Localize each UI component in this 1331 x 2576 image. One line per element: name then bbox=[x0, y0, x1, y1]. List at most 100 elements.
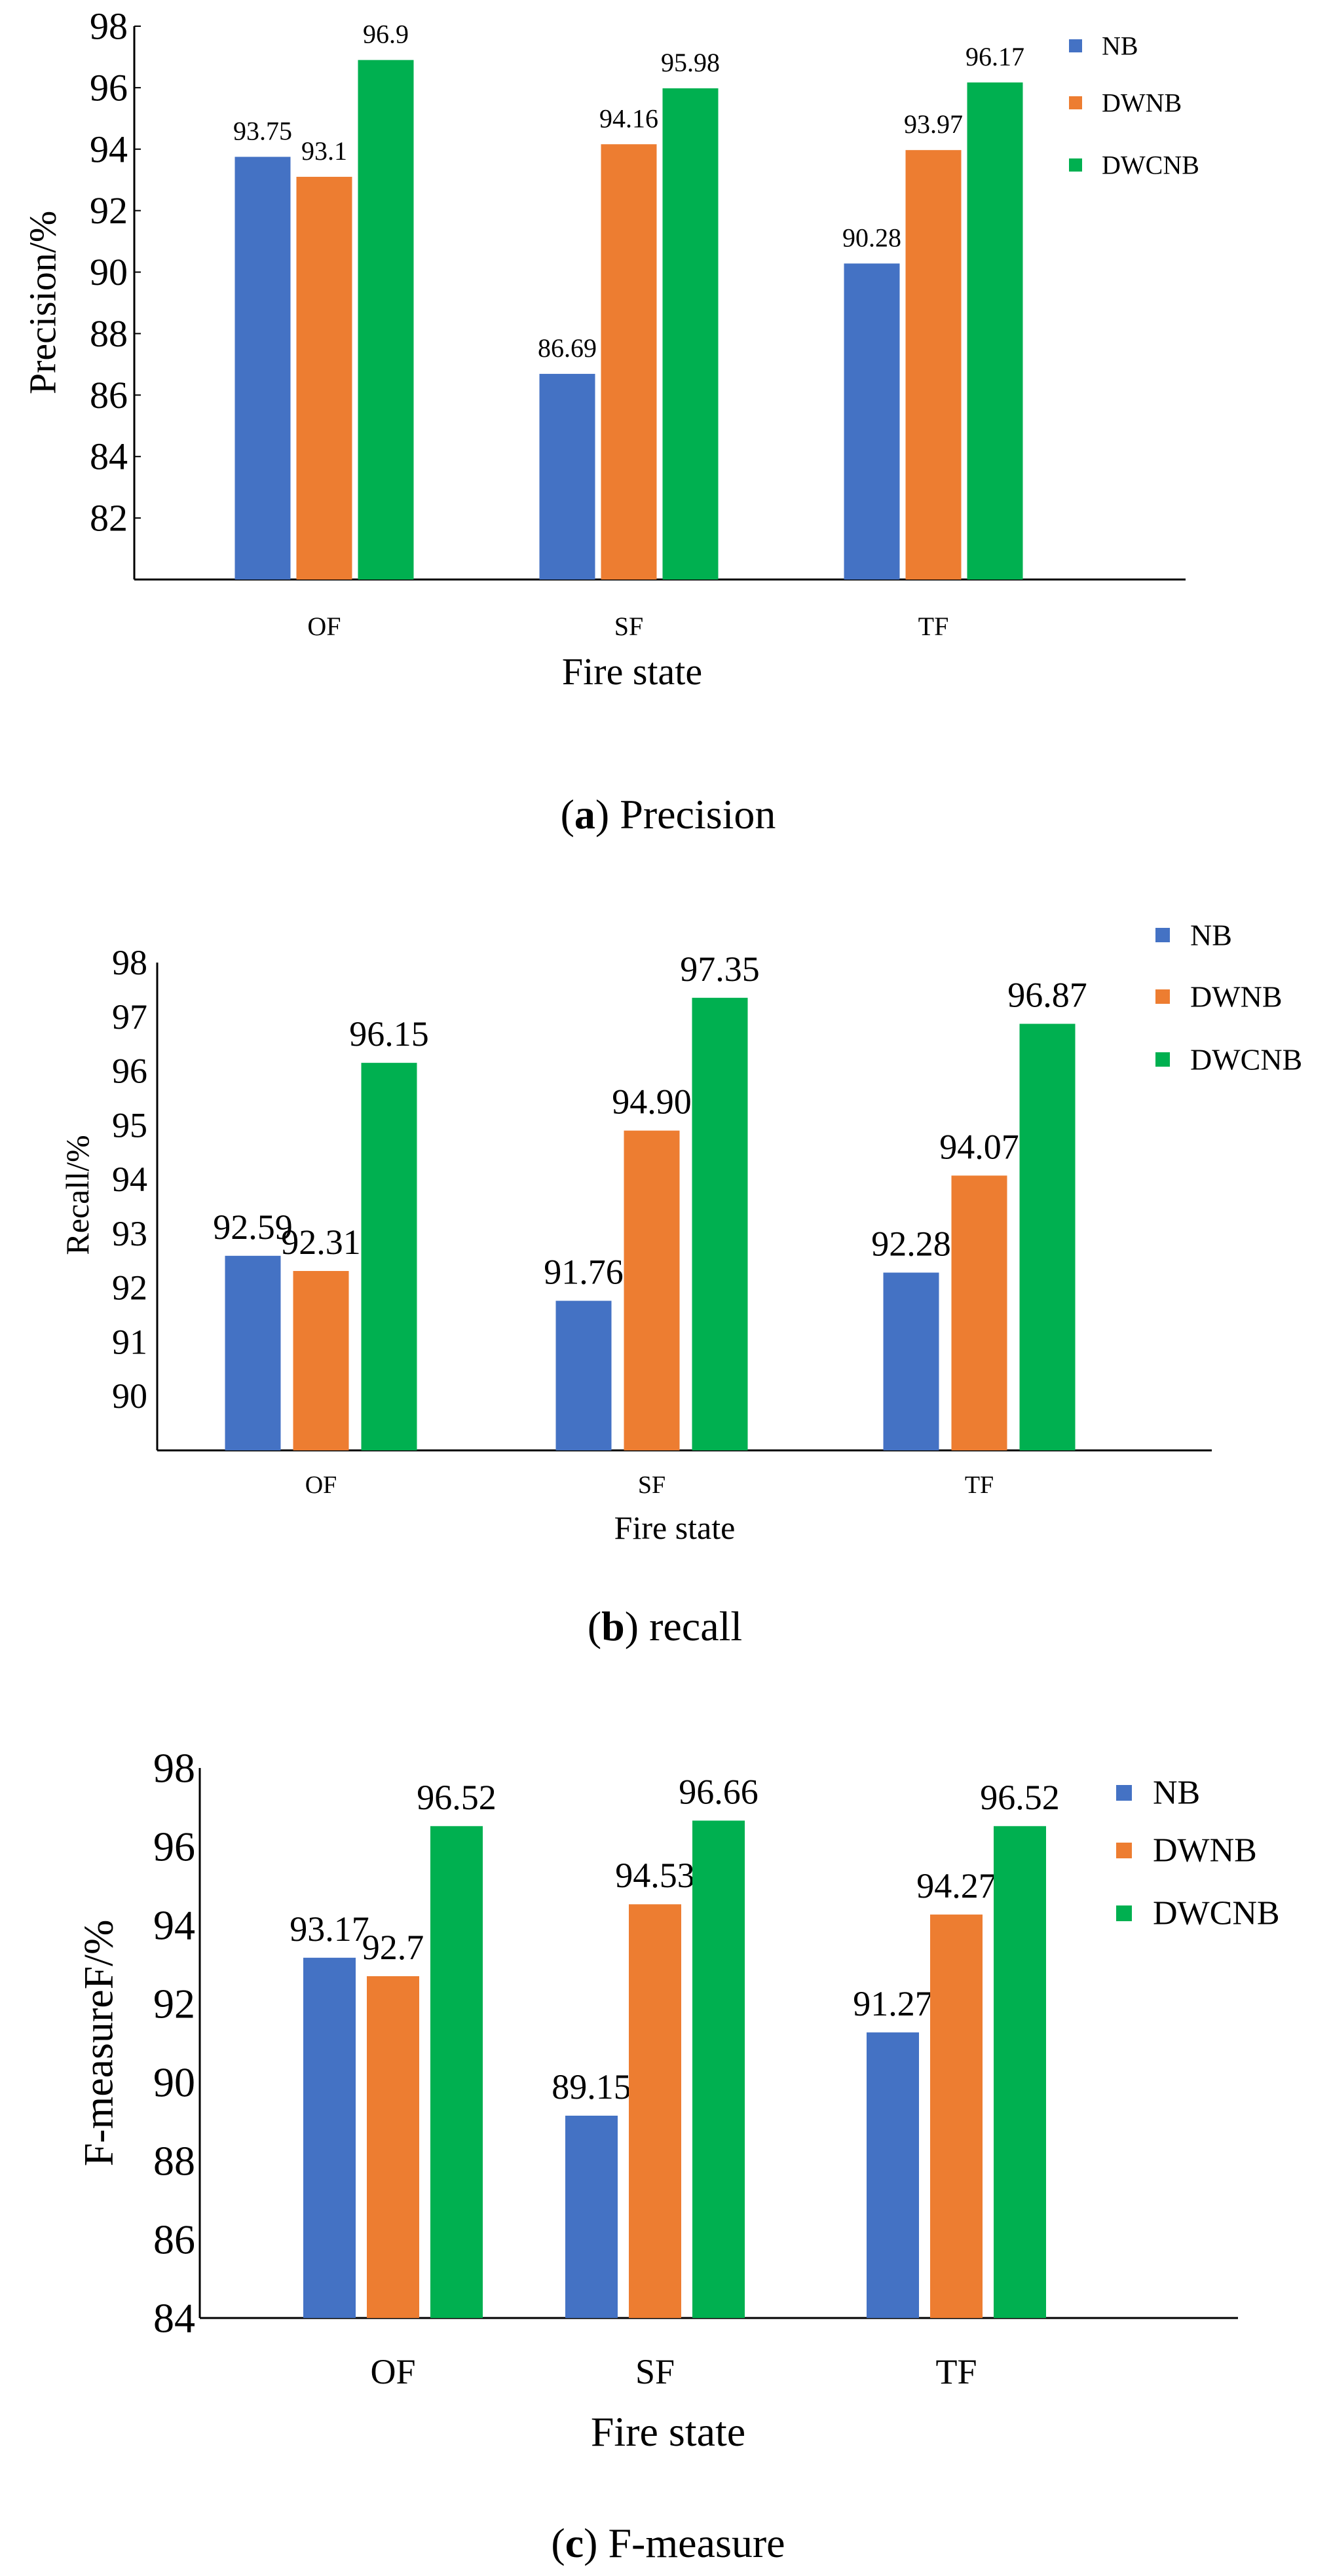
y-tick-label: 96 bbox=[90, 66, 128, 109]
y-tick-label: 88 bbox=[153, 2138, 195, 2184]
legend-swatch-nb bbox=[1116, 1785, 1132, 1801]
data-label: 89.15 bbox=[552, 2067, 631, 2107]
data-label: 96.66 bbox=[679, 1772, 759, 1811]
x-category-label: TF bbox=[965, 1471, 994, 1499]
y-tick-label: 88 bbox=[90, 312, 128, 355]
caption-recall: (b) recall bbox=[588, 1603, 742, 1649]
y-tick-label: 94 bbox=[153, 1902, 195, 1949]
x-category-label: SF bbox=[614, 612, 644, 641]
legend-swatch-dwcnb bbox=[1069, 158, 1082, 172]
bar-dwnb-of bbox=[296, 177, 352, 580]
legend-swatch-nb bbox=[1069, 39, 1082, 52]
y-tick-label: 91 bbox=[112, 1322, 147, 1361]
caption-precision: (a) Precision bbox=[561, 791, 776, 837]
legend-label-dwnb: DWNB bbox=[1102, 88, 1182, 118]
caption-paren-open: ( bbox=[561, 791, 574, 837]
data-label: 91.76 bbox=[544, 1253, 624, 1292]
caption-letter: b bbox=[601, 1603, 625, 1649]
y-tick-label: 92 bbox=[112, 1268, 147, 1308]
data-label: 94.90 bbox=[612, 1082, 692, 1122]
bar-nb-sf bbox=[539, 373, 595, 580]
y-axis-title: Precision/% bbox=[22, 211, 64, 394]
bar-dwcnb-tf bbox=[967, 82, 1023, 580]
y-tick-label: 93 bbox=[112, 1214, 147, 1253]
y-axis-title: Recall/% bbox=[59, 1135, 96, 1255]
bar-nb-tf bbox=[883, 1272, 939, 1450]
data-label: 96.17 bbox=[965, 42, 1024, 71]
bar-dwcnb-sf bbox=[692, 1820, 745, 2318]
y-tick-label: 90 bbox=[90, 251, 128, 293]
data-label: 92.28 bbox=[871, 1224, 951, 1263]
legend-swatch-dwnb bbox=[1116, 1843, 1132, 1858]
caption-paren-close: ) bbox=[584, 2520, 608, 2566]
legend-swatch-dwcnb bbox=[1116, 1905, 1132, 1921]
y-tick-label: 95 bbox=[112, 1105, 147, 1145]
x-axis-title: Fire state bbox=[614, 1509, 736, 1546]
bar-nb-of bbox=[234, 156, 291, 580]
bar-dwcnb-of bbox=[430, 1826, 483, 2318]
bar-dwnb-sf bbox=[629, 1904, 681, 2318]
caption-text: Precision bbox=[620, 791, 776, 837]
bar-dwcnb-of bbox=[361, 1063, 417, 1450]
y-tick-label: 94 bbox=[112, 1160, 147, 1199]
y-tick-label: 86 bbox=[90, 374, 128, 416]
data-label: 92.7 bbox=[362, 1928, 424, 1967]
legend-label-dwnb: DWNB bbox=[1153, 1832, 1257, 1869]
data-label: 93.1 bbox=[301, 136, 347, 166]
caption-paren-close: ) bbox=[595, 791, 620, 837]
bar-dwcnb-tf bbox=[1019, 1023, 1076, 1450]
y-tick-label: 86 bbox=[153, 2217, 195, 2263]
y-tick-label: 98 bbox=[90, 5, 128, 48]
bar-dwcnb-sf bbox=[662, 88, 719, 580]
data-label: 96.15 bbox=[349, 1014, 429, 1054]
x-category-label: TF bbox=[918, 612, 949, 641]
y-tick-label: 92 bbox=[153, 1981, 195, 2027]
bar-dwnb-of bbox=[293, 1271, 349, 1450]
caption-letter: a bbox=[574, 791, 595, 837]
panel-f-measure: 84 86 88 90 92 94 96 98 93.17 89.15 91.27 92.7 94.53… bbox=[75, 1745, 1280, 2567]
bar-dwnb-tf bbox=[951, 1175, 1007, 1450]
data-label: 96.52 bbox=[980, 1778, 1060, 1817]
y-tick-label: 82 bbox=[90, 497, 128, 540]
bar-nb-sf bbox=[565, 2116, 618, 2318]
y-tick-label: 98 bbox=[153, 1745, 195, 1792]
x-category-label: SF bbox=[635, 2352, 675, 2391]
legend-label-dwcnb: DWCNB bbox=[1102, 151, 1199, 180]
data-label: 94.16 bbox=[599, 103, 658, 133]
data-label: 96.9 bbox=[363, 20, 409, 49]
x-category-label: SF bbox=[638, 1471, 666, 1499]
bar-nb-of bbox=[225, 1255, 281, 1450]
legend-label-nb: NB bbox=[1153, 1775, 1200, 1812]
y-tick-label: 92 bbox=[90, 189, 128, 232]
legend-label-dwcnb: DWCNB bbox=[1190, 1043, 1302, 1076]
bar-nb-sf bbox=[555, 1300, 612, 1450]
x-axis-title: Fire state bbox=[591, 2408, 745, 2455]
data-label: 94.07 bbox=[939, 1127, 1019, 1166]
y-tick-label: 84 bbox=[90, 435, 128, 478]
bar-dwcnb-sf bbox=[692, 997, 748, 1450]
bar-dwcnb-tf bbox=[994, 1826, 1046, 2318]
bar-dwnb-tf bbox=[905, 150, 962, 580]
caption-paren-open: ( bbox=[551, 2520, 565, 2566]
panel-precision: 82 84 86 88 90 92 94 96 98 93.75 86.69 90.28 93.1 94.… bbox=[22, 5, 1199, 838]
data-label: 92.31 bbox=[281, 1223, 361, 1262]
y-tick-label: 98 bbox=[112, 943, 147, 982]
y-tick-label: 96 bbox=[112, 1052, 147, 1091]
y-tick-label: 84 bbox=[153, 2295, 195, 2342]
legend-label-dwnb: DWNB bbox=[1190, 980, 1283, 1014]
bar-nb-tf bbox=[844, 263, 900, 580]
caption-text: recall bbox=[649, 1603, 742, 1649]
x-category-label: OF bbox=[307, 612, 341, 641]
legend-swatch-dwnb bbox=[1155, 989, 1170, 1004]
legend-swatch-nb bbox=[1155, 928, 1170, 942]
data-label: 96.52 bbox=[417, 1778, 497, 1817]
data-label: 96.87 bbox=[1007, 976, 1087, 1015]
x-axis-title: Fire state bbox=[562, 650, 702, 693]
data-label: 92.59 bbox=[213, 1207, 293, 1247]
bar-dwnb-sf bbox=[624, 1130, 680, 1450]
bar-nb-of bbox=[303, 1957, 356, 2318]
data-label: 86.69 bbox=[538, 333, 597, 363]
y-axis-title: F-measureF/% bbox=[75, 1920, 122, 2167]
caption-paren-open: ( bbox=[588, 1603, 601, 1649]
